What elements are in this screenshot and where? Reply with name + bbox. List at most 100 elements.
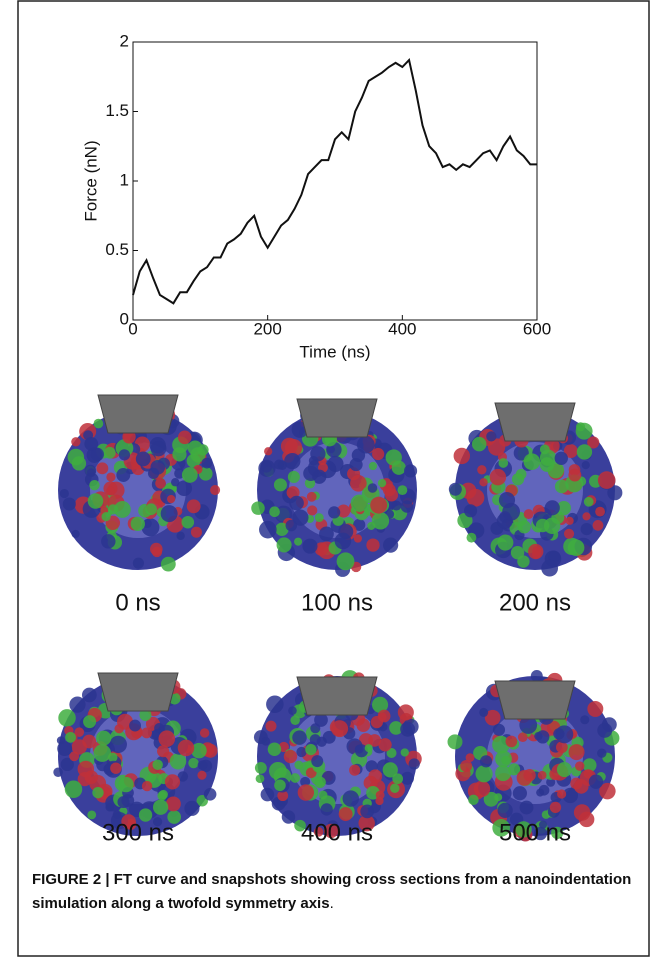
protein-blob: [84, 437, 98, 451]
protein-blob: [282, 810, 295, 823]
protein-blob: [274, 459, 284, 469]
protein-blob: [119, 449, 130, 460]
protein-blob: [261, 788, 275, 802]
protein-blob: [349, 765, 360, 776]
protein-blob: [557, 789, 566, 798]
protein-blob: [69, 696, 85, 712]
protein-blob: [294, 538, 302, 546]
protein-blob: [311, 755, 323, 767]
protein-blob: [479, 478, 487, 486]
indenter-tip: [495, 403, 575, 441]
protein-blob: [269, 506, 280, 517]
protein-blob: [541, 560, 558, 577]
protein-blob: [201, 458, 212, 469]
protein-blob: [178, 430, 192, 444]
protein-blob: [386, 449, 402, 465]
protein-blob: [366, 538, 379, 551]
snapshots: 0 ns100 ns200 ns300 ns400 ns500 ns: [53, 395, 622, 846]
protein-blob: [498, 803, 513, 818]
protein-blob: [390, 784, 399, 793]
protein-blob: [274, 478, 287, 491]
protein-blob: [251, 501, 265, 515]
protein-blob: [93, 744, 111, 762]
protein-blob: [290, 773, 300, 783]
protein-blob: [520, 801, 534, 815]
protein-blob: [89, 480, 99, 490]
protein-blob: [454, 448, 470, 464]
protein-blob: [188, 758, 198, 768]
protein-blob: [576, 423, 593, 440]
protein-blob: [587, 701, 603, 717]
protein-blob: [494, 793, 502, 801]
protein-blob: [569, 744, 585, 760]
protein-blob: [472, 437, 487, 452]
protein-blob: [57, 741, 72, 756]
protein-blob: [150, 543, 163, 556]
snapshot-label: 200 ns: [499, 589, 571, 616]
protein-blob: [110, 736, 127, 753]
protein-blob: [88, 493, 104, 509]
y-tick-label: 0.5: [105, 240, 129, 259]
protein-blob: [161, 557, 176, 572]
protein-blob: [475, 765, 492, 782]
protein-blob: [133, 558, 144, 569]
protein-blob: [580, 715, 589, 724]
protein-blob: [582, 461, 590, 469]
protein-blob: [401, 748, 409, 756]
protein-blob: [259, 521, 277, 539]
protein-blob: [479, 708, 488, 717]
protein-blob: [191, 527, 202, 538]
protein-blob: [337, 552, 355, 570]
protein-blob: [378, 479, 386, 487]
protein-blob: [60, 489, 69, 498]
protein-blob: [497, 513, 513, 529]
protein-blob: [582, 512, 590, 520]
protein-blob: [165, 774, 180, 789]
protein-blob: [518, 732, 528, 742]
protein-blob: [298, 784, 314, 800]
protein-blob: [106, 487, 115, 496]
protein-blob: [182, 516, 195, 529]
protein-blob: [564, 529, 574, 539]
protein-blob: [555, 452, 568, 465]
protein-blob: [540, 457, 555, 472]
x-tick-label: 0: [128, 319, 137, 338]
indenter-tip: [98, 395, 178, 433]
indenter-tip: [98, 673, 178, 711]
protein-blob: [302, 539, 317, 554]
protein-blob: [398, 704, 414, 720]
protein-blob: [538, 771, 547, 780]
protein-blob: [448, 734, 463, 749]
protein-blob: [375, 797, 383, 805]
y-tick-label: 0: [120, 309, 129, 328]
figure: 0 ns100 ns200 ns300 ns400 ns500 ns 02004…: [0, 0, 668, 958]
protein-blob: [96, 731, 111, 746]
protein-blob: [106, 472, 115, 481]
caption: FIGURE 2 | FT curve and snapshots showin…: [32, 868, 632, 916]
indenter-tip: [297, 677, 377, 715]
protein-blob: [117, 796, 129, 808]
protein-blob: [497, 534, 513, 550]
protein-blob: [464, 504, 477, 517]
protein-blob: [327, 456, 343, 472]
protein-blob: [449, 483, 462, 496]
protein-blob: [506, 736, 518, 748]
protein-blob: [584, 497, 594, 507]
protein-blob: [368, 769, 382, 783]
protein-blob: [403, 719, 419, 735]
protein-blob: [198, 760, 208, 770]
snapshot-label: 500 ns: [499, 819, 571, 846]
protein-blob: [303, 466, 318, 481]
protein-blob: [141, 728, 152, 739]
protein-blob: [357, 718, 371, 732]
protein-blob: [155, 478, 166, 489]
protein-blob: [72, 530, 80, 538]
protein-blob: [574, 804, 591, 821]
protein-blob: [118, 777, 133, 792]
protein-blob: [68, 449, 85, 466]
protein-blob: [136, 452, 151, 467]
protein-blob: [474, 781, 490, 797]
protein-blob: [158, 730, 175, 747]
protein-blob: [83, 715, 96, 728]
protein-blob: [142, 781, 152, 791]
